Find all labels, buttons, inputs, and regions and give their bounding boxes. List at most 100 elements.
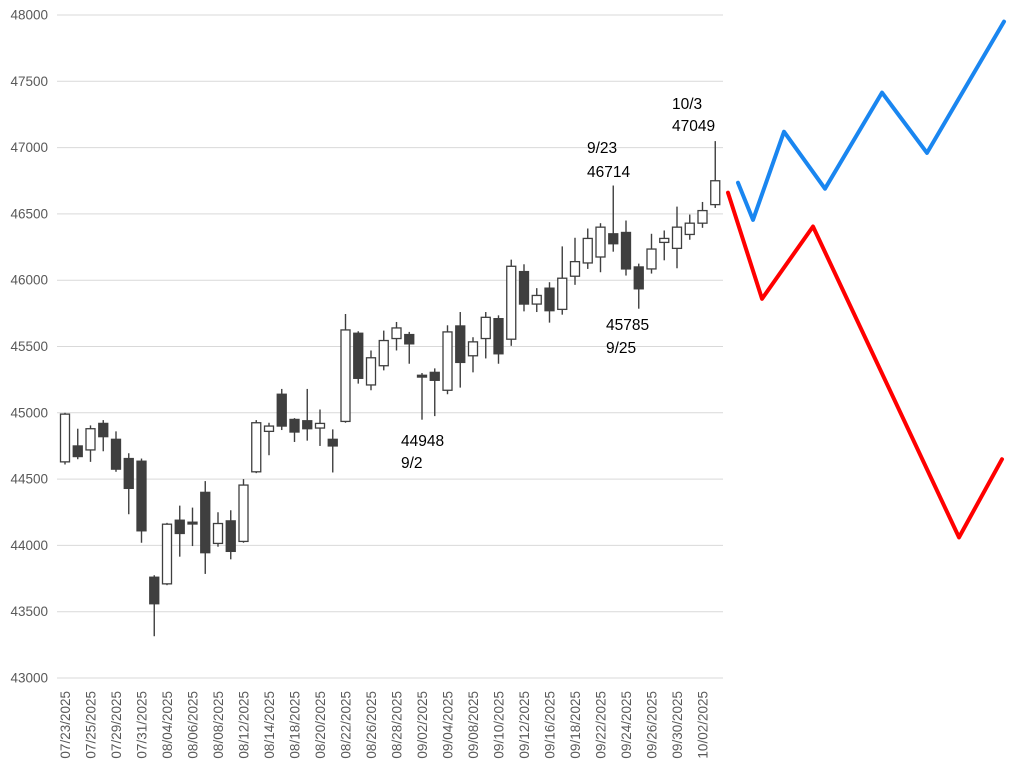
x-axis-label: 09/16/2025 xyxy=(543,691,558,759)
candle xyxy=(391,321,402,351)
candle-body xyxy=(72,445,83,458)
annotation-text-line: 47049 xyxy=(672,118,715,135)
candle xyxy=(416,373,428,420)
annotation-text-line: 45785 xyxy=(606,317,649,334)
candle-body xyxy=(595,226,606,258)
candle xyxy=(136,458,147,543)
candle-body xyxy=(506,265,517,340)
candle-body xyxy=(353,332,364,379)
blue-projection-line xyxy=(736,19,1006,222)
candle xyxy=(174,505,185,557)
candle-body xyxy=(531,294,542,305)
y-axis-label: 45500 xyxy=(10,339,48,354)
candle xyxy=(429,368,440,417)
candle xyxy=(608,185,619,252)
candle xyxy=(620,220,632,276)
candle xyxy=(671,206,683,269)
annotation-text-line: 9/25 xyxy=(606,340,636,357)
candle xyxy=(302,388,313,441)
annotation-text-line: 10/3 xyxy=(672,96,702,113)
candle-body xyxy=(684,222,695,236)
candle xyxy=(59,412,71,465)
candle-body xyxy=(340,329,351,423)
y-axis-label: 45000 xyxy=(10,405,48,420)
candle xyxy=(595,223,606,273)
candle-body xyxy=(110,438,122,470)
candle-body xyxy=(59,413,71,463)
candle xyxy=(646,233,657,274)
candle-body xyxy=(212,522,224,545)
x-axis-label: 08/22/2025 xyxy=(339,691,354,759)
candle xyxy=(455,312,466,388)
candle-body xyxy=(149,576,160,605)
x-axis-label: 09/02/2025 xyxy=(415,691,430,759)
candle-body xyxy=(276,393,287,427)
candle xyxy=(633,263,644,309)
candle xyxy=(123,453,134,515)
candle-body xyxy=(544,287,555,312)
x-axis-label: 09/08/2025 xyxy=(466,691,481,759)
candle xyxy=(518,264,530,312)
candle-body xyxy=(442,331,453,391)
candle-body xyxy=(646,248,657,270)
candle xyxy=(697,201,708,228)
candle-body xyxy=(225,520,236,553)
annotation-text-line: 46714 xyxy=(587,164,630,181)
x-axis-label: 09/26/2025 xyxy=(645,691,660,759)
candle-body xyxy=(327,438,338,447)
candle xyxy=(480,312,491,359)
candle-body xyxy=(697,209,708,224)
candle xyxy=(110,431,122,472)
annotation-9-25-low: 45785 9/25 xyxy=(606,317,649,357)
candle xyxy=(200,481,211,574)
candle xyxy=(161,522,173,586)
candle-body xyxy=(493,318,504,355)
x-axis-label: 08/06/2025 xyxy=(186,691,201,759)
candle-body xyxy=(467,341,479,357)
x-axis-label: 09/30/2025 xyxy=(670,691,685,759)
x-axis-label: 08/28/2025 xyxy=(390,691,405,759)
candle xyxy=(365,350,377,391)
candle-body xyxy=(582,237,593,264)
candle-body xyxy=(518,270,530,305)
candle-body xyxy=(174,519,185,535)
annotation-9-23-high: 9/23 46714 xyxy=(587,140,630,181)
y-axis-label: 46000 xyxy=(10,273,48,288)
candle-body xyxy=(404,333,415,345)
candle xyxy=(467,337,479,373)
candle xyxy=(187,507,198,547)
candle-body xyxy=(98,422,109,438)
x-axis-label: 07/31/2025 xyxy=(135,691,150,759)
candle xyxy=(276,388,287,431)
y-axis-label: 43500 xyxy=(10,604,48,619)
candle-body xyxy=(251,422,262,473)
y-axis-label: 43000 xyxy=(10,671,48,686)
x-axis-label: 08/18/2025 xyxy=(288,691,303,759)
annotation-10-3-high: 10/3 47049 xyxy=(672,96,715,135)
candle xyxy=(493,315,504,364)
candle xyxy=(314,409,326,446)
x-axis-label: 08/04/2025 xyxy=(160,691,175,759)
candle xyxy=(710,141,721,208)
candle xyxy=(149,575,160,637)
y-axis-label: 46500 xyxy=(10,206,48,221)
candle xyxy=(225,510,236,560)
candle xyxy=(238,479,249,543)
x-axis-label: 07/23/2025 xyxy=(58,691,73,759)
candle-body xyxy=(557,277,568,311)
candle-body xyxy=(378,339,389,367)
candle xyxy=(85,425,96,462)
x-axis-label: 07/25/2025 xyxy=(84,691,99,759)
candle-body xyxy=(365,357,377,386)
candle-body xyxy=(85,428,96,451)
candle xyxy=(544,282,555,323)
candle-body xyxy=(289,418,300,433)
candle-body xyxy=(391,327,402,340)
x-axis-label: 09/24/2025 xyxy=(619,691,634,759)
candle xyxy=(442,325,453,395)
x-axis-label: 09/10/2025 xyxy=(492,691,507,759)
candle xyxy=(289,418,300,442)
candle-body xyxy=(429,371,440,381)
candle xyxy=(684,214,695,240)
